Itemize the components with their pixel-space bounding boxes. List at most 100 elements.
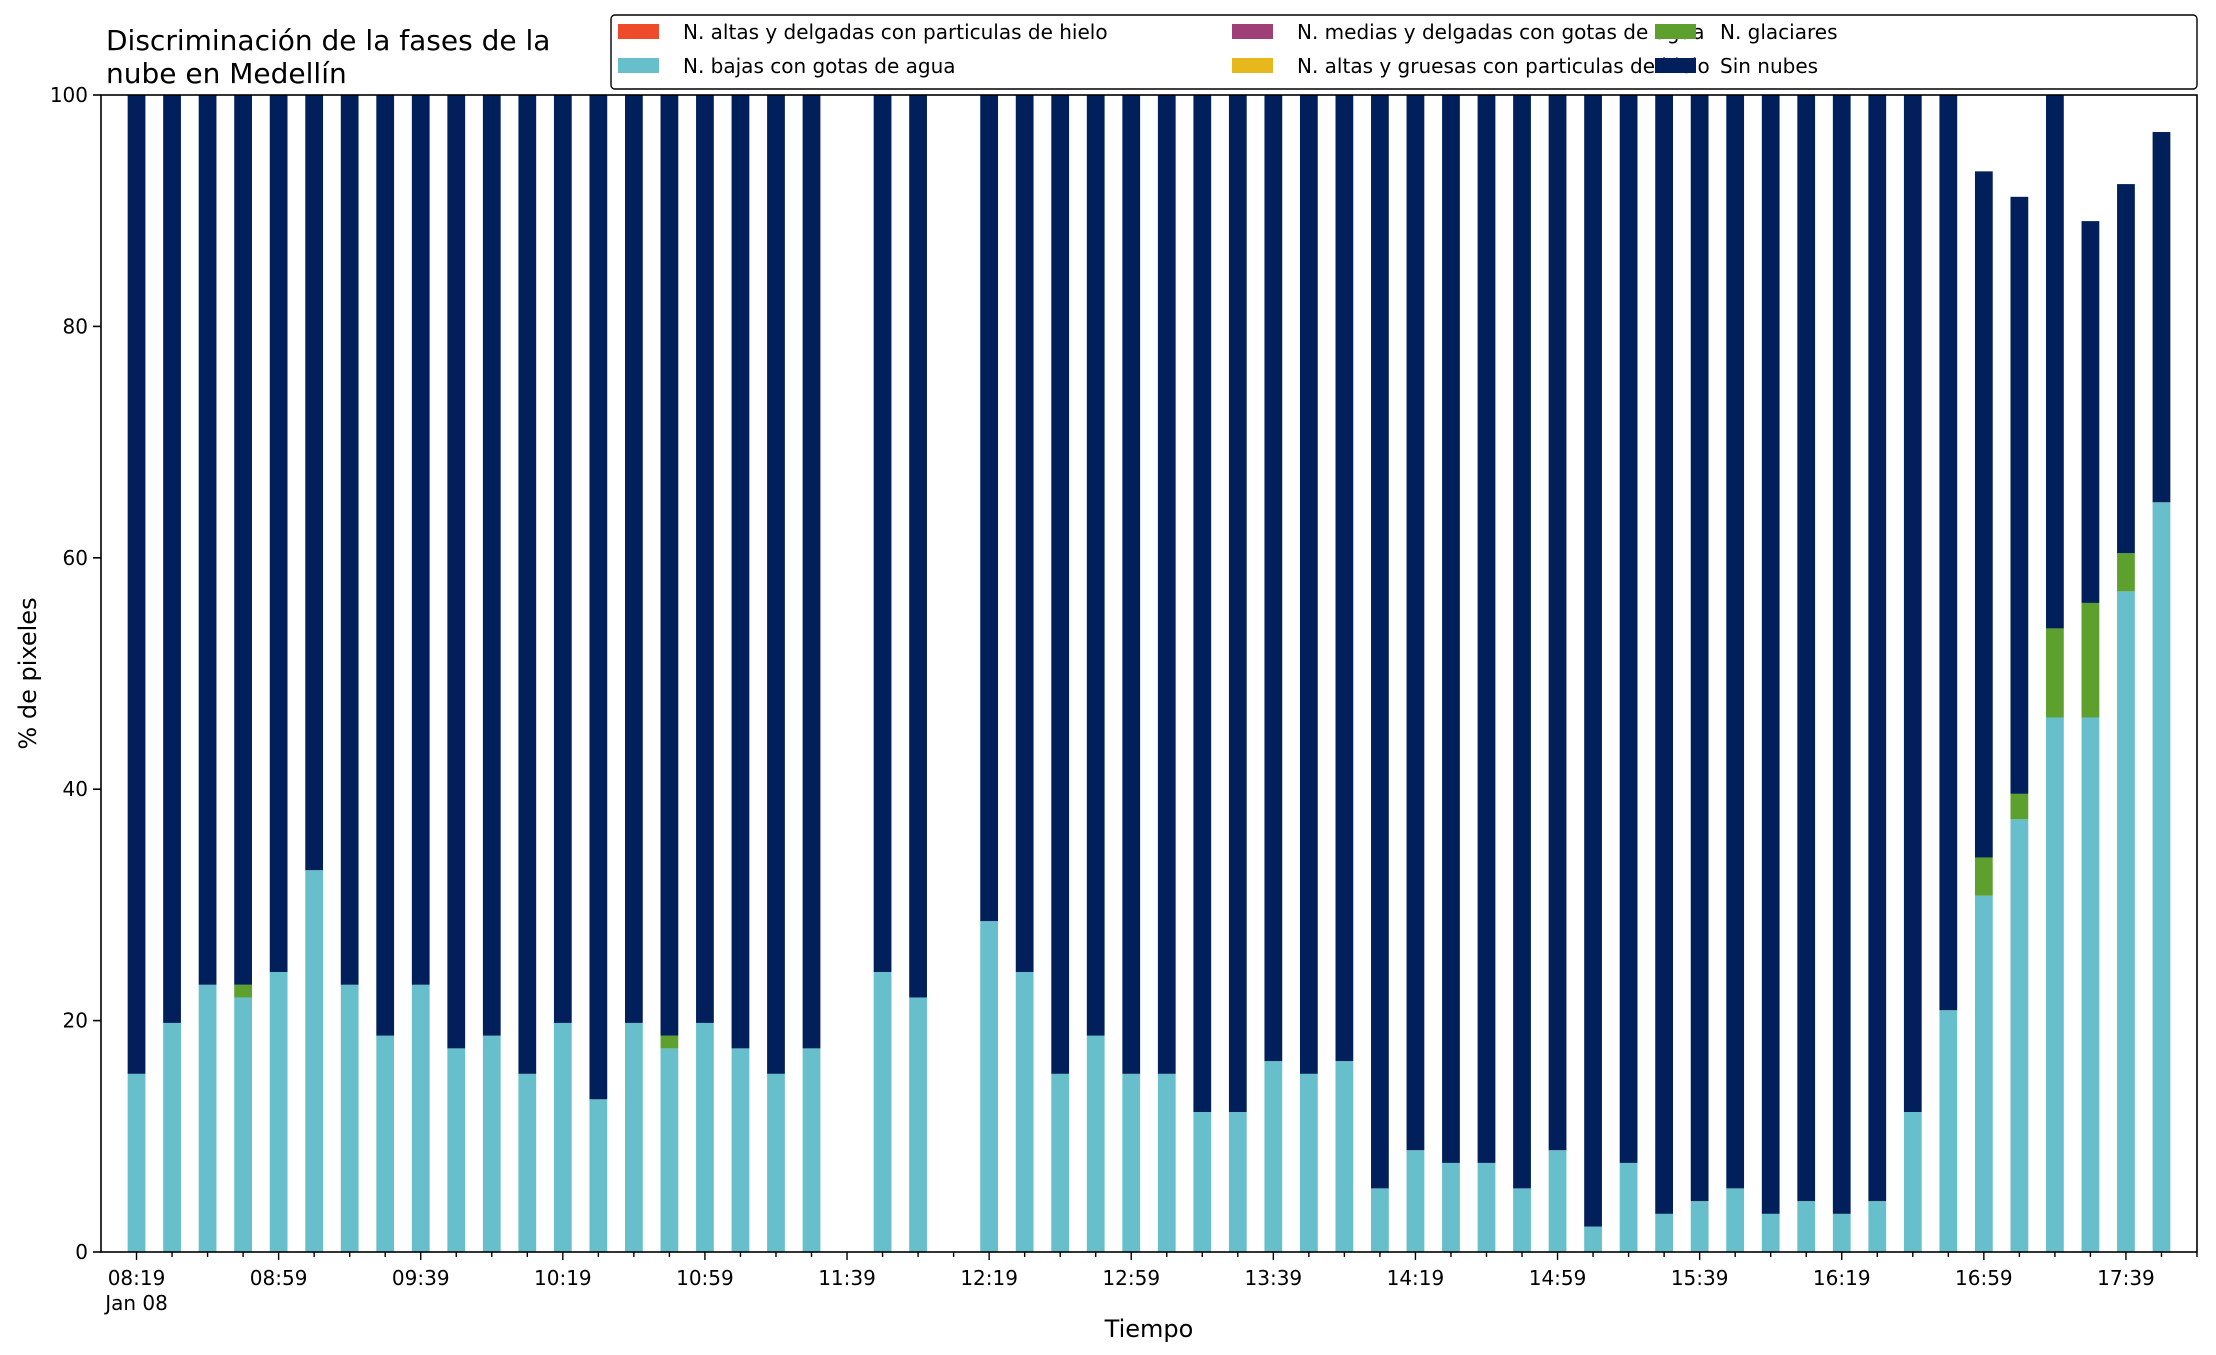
bar-segment <box>1903 95 1922 1113</box>
bar-segment <box>802 95 821 1049</box>
bar-segment <box>1157 95 1176 1074</box>
bar-segment <box>696 95 714 1023</box>
bar-segment <box>1264 1061 1283 1252</box>
legend: N. altas y delgadas con particulas de hi… <box>610 14 2198 90</box>
bar-segment <box>1797 95 1816 1202</box>
legend-label: N. altas y gruesas con particulas de hie… <box>1297 54 1710 78</box>
bar-segment <box>1442 1162 1460 1252</box>
bar-segment <box>660 1035 679 1049</box>
bar-segment <box>376 1035 395 1252</box>
bar-segment <box>1761 95 1780 1214</box>
bar-segment <box>2010 196 2029 794</box>
bar-segment <box>2010 793 2029 820</box>
bar-segment <box>660 95 679 1036</box>
bar-segment <box>1974 895 1993 1252</box>
bar-segment <box>660 1048 679 1252</box>
bar-segment <box>1157 1073 1176 1252</box>
bar-segment <box>127 95 146 1074</box>
bar-segment <box>340 984 359 1252</box>
legend-swatch <box>618 24 659 39</box>
bar-segment <box>1122 95 1141 1074</box>
bar-segment <box>1690 1201 1709 1252</box>
bar-segment <box>1726 95 1745 1189</box>
bar-segment <box>376 95 395 1036</box>
x-axis: 08:19 08:59 09:39 10:19 10:59 11:39 12:19 12:59… <box>103 1252 2198 1315</box>
x-tick-label: 16:59 <box>1955 1266 2013 1290</box>
bar-segment <box>305 95 324 871</box>
y-tick-label: 20 <box>63 1009 88 1033</box>
x-axis-label: Tiempo <box>1104 1315 1194 1343</box>
bar-segment <box>980 921 999 1252</box>
legend-swatch <box>1655 58 1696 73</box>
bar-segment <box>2081 602 2100 718</box>
bar-segment <box>909 997 927 1252</box>
bar-segment <box>1264 95 1283 1062</box>
bar-segment <box>873 95 892 973</box>
y-axis: 0 20 40 60 80 100 <box>50 83 101 1264</box>
bar-segment <box>767 95 785 1074</box>
bar-segment <box>1868 95 1887 1202</box>
bar-segment <box>553 95 572 1023</box>
bar-segment <box>447 1048 466 1252</box>
legend-label: N. glaciares <box>1720 20 1838 44</box>
bar-segment <box>589 95 608 1100</box>
bar-segment <box>873 972 892 1252</box>
bar-segment <box>1228 1112 1247 1252</box>
bar-segment <box>1619 1162 1638 1252</box>
bar-segment <box>411 95 430 985</box>
bar-segment <box>1655 1213 1673 1252</box>
bar-segment <box>2010 819 2029 1252</box>
bar-segment <box>2117 591 2135 1252</box>
bar-segment <box>589 1099 608 1252</box>
legend-swatch <box>1655 24 1696 39</box>
chart-title-line: nube en Medellín <box>106 57 347 90</box>
bar-segment <box>1584 95 1602 1227</box>
bar-segment <box>2046 717 2064 1252</box>
x-tick-label: 09:39 <box>392 1266 450 1290</box>
bar-segment <box>2152 502 2171 1252</box>
bar-segment <box>625 1022 643 1252</box>
bar-segment <box>731 1048 750 1252</box>
bar-segment <box>2081 221 2100 603</box>
bar-segment <box>1406 1150 1425 1252</box>
bar-segment <box>1086 95 1105 1036</box>
bar-segment <box>2152 132 2171 503</box>
legend-label: N. bajas con gotas de agua <box>683 54 956 78</box>
bar-segment <box>1477 1162 1496 1252</box>
bar-segment <box>340 95 359 985</box>
bar-segment <box>127 1073 146 1252</box>
bar-segment <box>482 1035 501 1252</box>
bar-segment <box>1299 1073 1318 1252</box>
y-tick-label: 60 <box>63 546 88 570</box>
bar-segment <box>269 972 288 1252</box>
bars <box>127 95 2171 1252</box>
x-tick-label: 08:19 <box>108 1266 166 1290</box>
bar-segment <box>234 95 252 985</box>
bar-segment <box>1335 1061 1354 1252</box>
bar-segment <box>2046 628 2064 718</box>
x-tick-label: 17:39 <box>2097 1266 2155 1290</box>
bar-segment <box>269 95 288 973</box>
bar-segment <box>1122 1073 1141 1252</box>
bar-segment <box>411 984 430 1252</box>
bar-segment <box>1939 1010 1958 1252</box>
x-tick-label: 16:19 <box>1813 1266 1871 1290</box>
bar-segment <box>1371 95 1389 1189</box>
plot-frame <box>100 94 2198 1253</box>
bar-segment <box>802 1048 821 1252</box>
bar-segment <box>1086 1035 1105 1252</box>
legend-swatch <box>1232 58 1273 73</box>
bar-segment <box>163 95 181 1023</box>
bar-segment <box>1513 1188 1531 1252</box>
bar-segment <box>2117 553 2135 592</box>
bar-segment <box>909 95 927 998</box>
bar-segment <box>1548 1150 1567 1252</box>
chart-title-line: Discriminación de la fases de la <box>106 24 550 57</box>
bar-segment <box>1974 857 1993 896</box>
x-tick-label: 12:59 <box>1102 1266 1160 1290</box>
x-tick-label: 12:19 <box>960 1266 1018 1290</box>
bar-segment <box>2081 717 2100 1252</box>
x-tick-label: 14:19 <box>1387 1266 1445 1290</box>
